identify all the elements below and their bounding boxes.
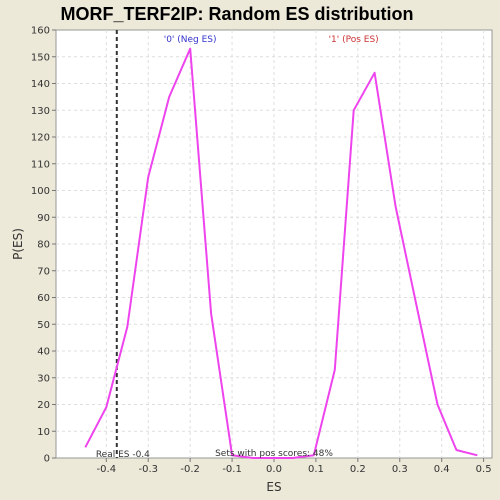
y-tick-label: 60 xyxy=(37,293,50,304)
y-tick-label: 20 xyxy=(37,400,50,411)
neg-es-label: '0' (Neg ES) xyxy=(164,35,217,45)
y-tick-label: 10 xyxy=(37,427,50,438)
chart-title: MORF_TERF2IP: Random ES distribution xyxy=(60,4,413,24)
y-tick-label: 80 xyxy=(37,240,50,251)
y-tick-label: 110 xyxy=(31,159,50,170)
x-tick-label: 0.0 xyxy=(266,464,282,475)
axis-ticks: 0 10 20 30 40 50 60 70 80 90 100 110 120 130 140 150 160… xyxy=(31,26,492,476)
y-tick-label: 70 xyxy=(37,266,50,277)
x-tick-label: -0.2 xyxy=(180,464,200,475)
x-axis-label: ES xyxy=(266,480,281,494)
y-tick-label: 40 xyxy=(37,347,50,358)
x-tick-label: -0.4 xyxy=(97,464,117,475)
y-tick-label: 130 xyxy=(31,106,50,117)
y-tick-label: 120 xyxy=(31,133,50,144)
x-tick-label: 0.3 xyxy=(392,464,408,475)
y-tick-label: 100 xyxy=(31,186,50,197)
y-tick-label: 50 xyxy=(37,320,50,331)
series-line xyxy=(84,47,478,459)
x-tick-label: 0.4 xyxy=(434,464,450,475)
y-tick-label: 0 xyxy=(44,454,50,465)
y-tick-label: 150 xyxy=(31,52,50,63)
x-tick-label: 0.1 xyxy=(308,464,324,475)
real-es-label: Real ES -0.4 xyxy=(96,450,150,460)
y-tick-label: 90 xyxy=(37,213,50,224)
y-tick-label: 160 xyxy=(31,26,50,37)
grid xyxy=(56,30,492,458)
x-tick-label: -0.1 xyxy=(222,464,242,475)
series-group xyxy=(84,47,478,459)
x-tick-label: 0.5 xyxy=(476,464,492,475)
x-tick-label: -0.3 xyxy=(138,464,158,475)
y-tick-label: 30 xyxy=(37,373,50,384)
x-tick-label: 0.2 xyxy=(350,464,366,475)
pos-scores-label: Sets with pos scores: 48% xyxy=(215,449,333,459)
pos-es-label: '1' (Pos ES) xyxy=(329,35,379,45)
y-axis-label: P(ES) xyxy=(11,228,25,260)
y-tick-label: 140 xyxy=(31,79,50,90)
